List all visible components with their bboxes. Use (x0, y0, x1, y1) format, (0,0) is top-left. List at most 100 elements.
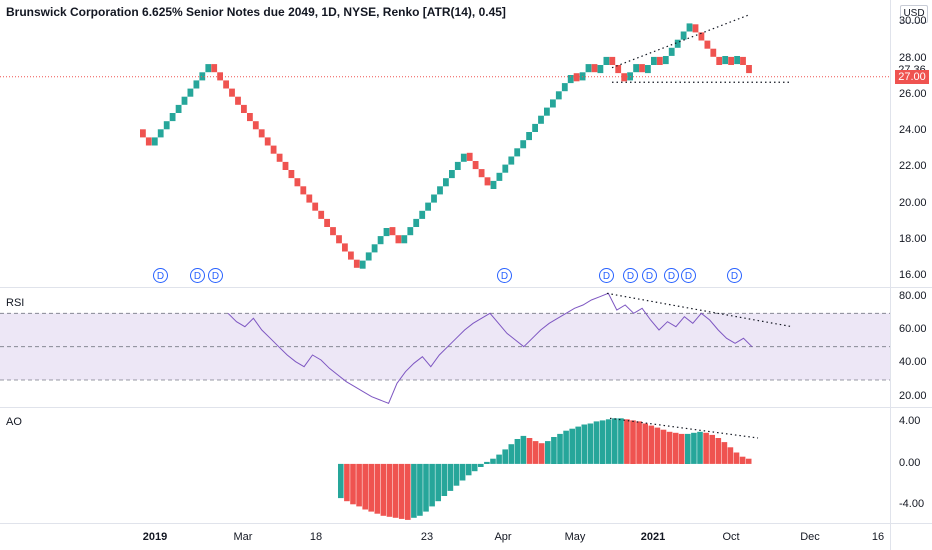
ao-bar-up (618, 418, 624, 464)
dividend-marker: D (497, 268, 512, 283)
renko-brick-down (353, 259, 360, 268)
ao-bar-down (678, 433, 685, 464)
renko-brick-down (223, 80, 229, 89)
ao-bar-up (563, 430, 569, 464)
renko-brick-up (460, 153, 467, 162)
ao-axis-tick: -4.00 (899, 498, 925, 511)
rsi-axis-tick: 60.00 (899, 323, 927, 335)
renko-brick-down (247, 113, 253, 122)
renko-brick-up (425, 202, 431, 211)
time-axis-tick: 18 (309, 531, 323, 543)
rsi-axis-tick: 40.00 (899, 356, 927, 369)
ao-bar-down (733, 452, 740, 464)
renko-brick-up (413, 218, 420, 227)
dividend-marker: D (623, 268, 638, 283)
ao-bar-down (532, 441, 539, 464)
rsi-pane-label: RSI (6, 297, 25, 309)
renko-brick-down (330, 227, 336, 236)
renko-brick-down (235, 96, 241, 105)
time-axis-tick: Oct (722, 531, 740, 543)
ao-bar-up (484, 461, 490, 464)
renko-brick-down (258, 129, 265, 138)
renko-brick-up (205, 64, 212, 73)
price-axis-tick: 16.00 (899, 268, 927, 281)
renko-brick-down (389, 227, 396, 236)
ao-bar-down (660, 429, 667, 464)
ao-bar-down (350, 463, 356, 505)
renko-brick-up (383, 228, 390, 237)
renko-brick-up (157, 129, 164, 138)
renko-brick-down (312, 202, 319, 211)
ao-bar-down (654, 427, 661, 464)
rsi-line (227, 292, 753, 404)
renko-brick-down (140, 129, 146, 138)
renko-brick-down (306, 194, 313, 203)
ao-bar-up (697, 431, 703, 464)
ao-pane-label: AO (6, 416, 22, 428)
price-axis-tick: 18.00 (899, 232, 927, 245)
renko-brick-up (419, 210, 426, 219)
ao-bar-down (374, 463, 381, 514)
renko-brick-down (704, 40, 711, 49)
renko-brick-up (668, 47, 675, 56)
renko-brick-up (359, 260, 366, 269)
renko-brick-down (241, 104, 247, 113)
ao-bar-down (703, 432, 709, 464)
dividend-marker: D (599, 268, 614, 283)
ao-bar-up (545, 441, 551, 464)
renko-brick-up (431, 194, 437, 203)
renko-brick-up (550, 99, 556, 108)
current-price-tag: 27.00 (895, 69, 929, 84)
renko-brick-up (680, 31, 687, 40)
renko-brick-up (585, 64, 592, 73)
ao-bar-up (612, 418, 618, 464)
ao-bar-up (441, 463, 448, 496)
renko-brick-up (371, 244, 378, 253)
price-axis-tick: 20.00 (899, 196, 927, 209)
renko-brick-up (645, 65, 651, 74)
ao-bar-down (538, 443, 545, 464)
ao-bar-up (691, 432, 697, 464)
renko-brick-up (496, 172, 503, 181)
renko-brick-up (567, 75, 574, 84)
ao-bar-down (709, 434, 715, 464)
renko-brick-down (591, 64, 598, 73)
renko-brick-up (538, 115, 544, 124)
renko-brick-up (508, 156, 515, 165)
time-axis-tick: Dec (800, 531, 820, 543)
price-axis-tick: 26.00 (899, 87, 927, 100)
ao-bar-up (417, 463, 423, 516)
renko-brick-down (300, 186, 307, 195)
renko-brick-up (401, 235, 408, 244)
ao-bar-down (368, 463, 374, 512)
ao-bar-up (423, 463, 429, 512)
currency-button[interactable]: USD (900, 5, 928, 23)
ao-bar-down (672, 432, 679, 464)
time-axis-tick: 2021 (640, 531, 666, 543)
dividend-marker: D (642, 268, 657, 283)
time-axis-tick: May (564, 531, 586, 543)
dividend-marker: D (153, 268, 168, 283)
ao-bar-up (605, 419, 612, 464)
renko-brick-down (318, 210, 325, 219)
renko-brick-up (454, 161, 461, 170)
renko-brick-down (217, 72, 223, 81)
ao-bar-down (648, 425, 655, 464)
time-axis-tick: Apr (494, 531, 512, 543)
ao-bar-up (471, 463, 478, 472)
renko-brick-up (502, 164, 509, 173)
renko-brick-down (276, 153, 283, 162)
renko-brick-up (544, 107, 550, 116)
ao-bar-down (386, 463, 393, 517)
ao-bar-up (551, 437, 557, 464)
ao-bar-down (630, 420, 636, 464)
ao-bar-up (478, 463, 484, 467)
renko-brick-up (151, 137, 158, 146)
ao-bar-up (496, 454, 502, 464)
renko-brick-up (169, 113, 176, 122)
ao-bar-up (599, 420, 606, 464)
ao-bar-up (587, 423, 594, 464)
ao-bar-up (514, 439, 521, 464)
renko-brick-up (520, 140, 527, 149)
